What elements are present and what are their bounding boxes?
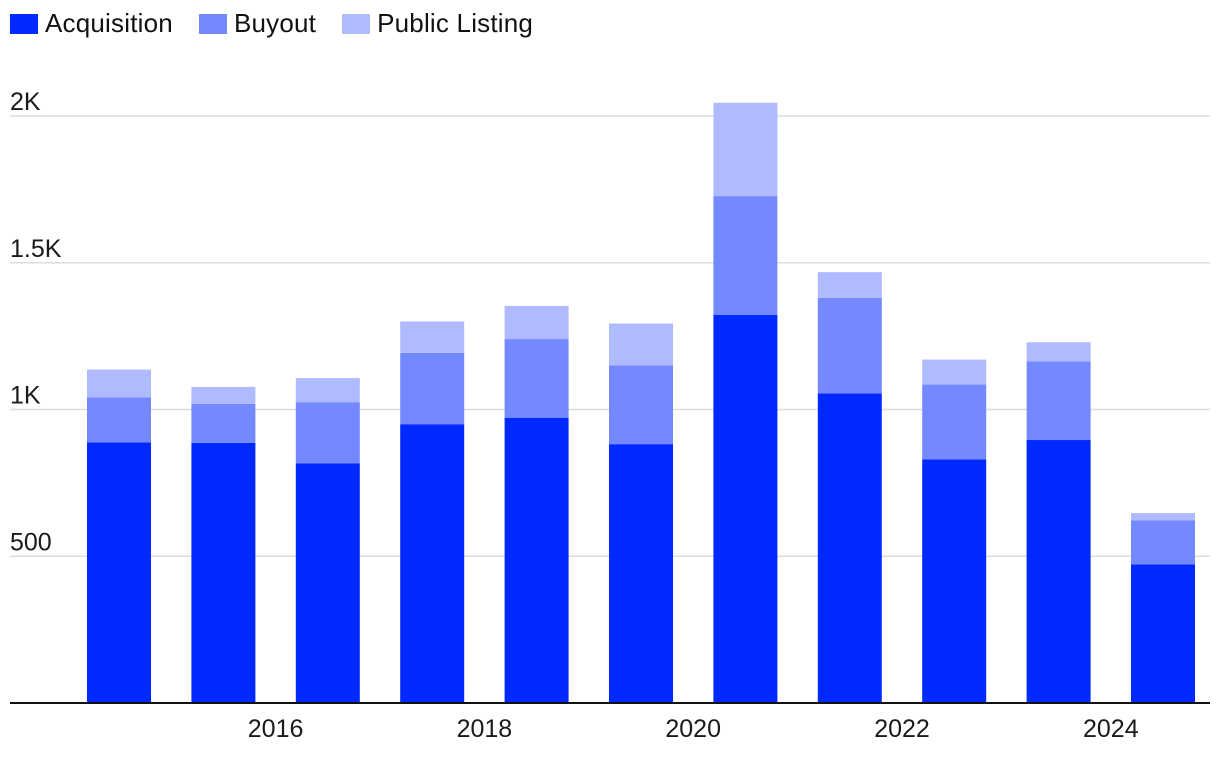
bar-acquisition — [713, 314, 778, 703]
legend-swatch-acquisition — [10, 13, 38, 34]
bar-public-listing — [191, 386, 256, 404]
bar-buyout — [504, 339, 569, 418]
bar-acquisition — [191, 442, 256, 703]
bar-public-listing — [87, 369, 151, 398]
y-tick-label: 2K — [10, 88, 41, 116]
bar-buyout — [87, 397, 151, 443]
legend-swatch-buyout — [198, 13, 227, 34]
bar-acquisition — [87, 442, 151, 703]
bar-acquisition — [922, 459, 987, 703]
bar-public-listing — [295, 378, 360, 403]
y-tick-label: 1K — [10, 382, 41, 410]
bar-buyout — [713, 196, 778, 315]
legend-item-buyout: Buyout — [198, 8, 317, 39]
bar-public-listing — [1131, 513, 1195, 521]
bar-buyout — [1026, 361, 1091, 441]
bar-public-listing — [400, 321, 465, 353]
legend-swatch-public-listing — [342, 13, 371, 34]
bar-public-listing — [713, 102, 778, 197]
legend-label-public-listing: Public Listing — [377, 8, 534, 38]
bar-buyout — [295, 402, 360, 464]
bar-acquisition — [1131, 564, 1195, 703]
legend-label-acquisition: Acquisition — [45, 8, 173, 38]
bar-public-listing — [1026, 342, 1091, 362]
bar-acquisition — [295, 463, 360, 703]
bar-acquisition — [1026, 440, 1091, 703]
bar-public-listing — [609, 323, 673, 366]
bar-public-listing — [504, 305, 569, 340]
bar-acquisition — [400, 424, 465, 703]
bar-buyout — [922, 384, 987, 460]
x-tick-label: 2018 — [457, 715, 513, 743]
bar-buyout — [817, 297, 882, 394]
y-tick-label: 1.5K — [10, 235, 62, 263]
x-tick-label: 2022 — [874, 715, 930, 743]
bar-buyout — [191, 403, 256, 443]
legend-item-public-listing: Public Listing — [342, 8, 533, 39]
y-tick-label: 500 — [10, 528, 52, 556]
bar-acquisition — [609, 444, 673, 703]
bar-buyout — [609, 365, 673, 445]
legend-label-buyout: Buyout — [233, 8, 317, 38]
bar-public-listing — [817, 272, 882, 298]
bar-buyout — [400, 352, 465, 425]
bar-acquisition — [817, 393, 882, 703]
chart-legend: Acquisition Buyout Public Listing — [10, 8, 559, 39]
bar-buyout — [1131, 520, 1195, 565]
x-tick-label: 2020 — [665, 715, 721, 743]
bar-public-listing — [922, 359, 987, 385]
x-tick-label: 2024 — [1083, 715, 1139, 743]
x-tick-label: 2016 — [248, 715, 304, 743]
bar-acquisition — [504, 417, 569, 703]
legend-item-acquisition: Acquisition — [10, 8, 173, 39]
